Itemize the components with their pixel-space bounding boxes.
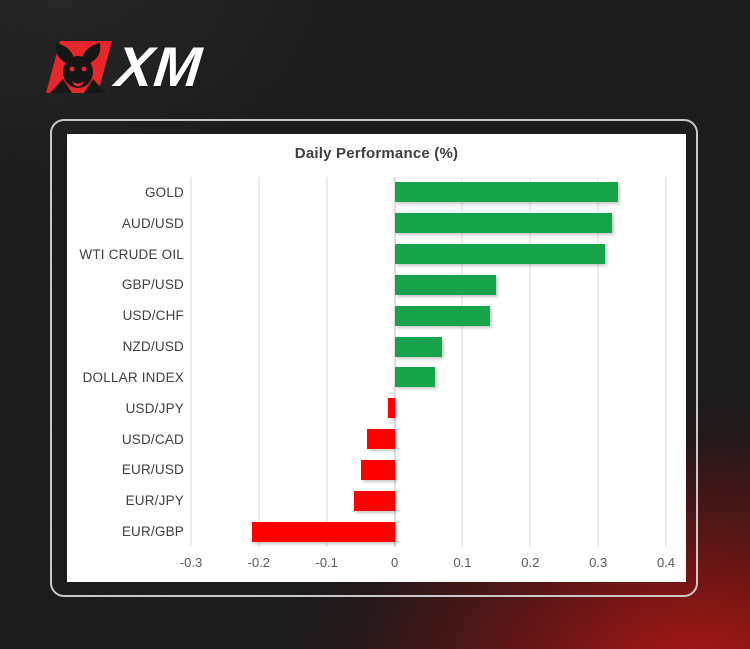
x-tick-label: -0.2	[247, 555, 271, 570]
category-label: EUR/USD	[121, 462, 184, 478]
category-label: GOLD	[144, 184, 184, 200]
bar-aud-usd	[394, 213, 612, 234]
category-labels: GOLD AUD/USD WTI CRUDE OIL GBP/USD USD/CHF NZ…	[67, 177, 184, 547]
bar-nzd-usd	[394, 336, 443, 357]
xm-logo: XM	[46, 34, 206, 100]
category-label: WTI CRUDE OIL	[79, 246, 184, 262]
category-label: USD/JPY	[125, 400, 184, 416]
plot-area	[190, 177, 667, 547]
category-label: EUR/GBP	[121, 524, 184, 540]
category-label: USD/CAD	[121, 431, 184, 447]
xm-logo-text: XM	[112, 35, 206, 98]
x-tick-label: 0.2	[521, 555, 540, 570]
x-tick-label: -0.3	[179, 555, 203, 570]
chart-title: Daily Performance (%)	[294, 145, 459, 162]
bar-eur-jpy	[353, 490, 395, 511]
x-tick-label: 0	[390, 555, 399, 570]
x-axis-labels: -0.3 -0.2 -0.1 0 0.1 0.2 0.3 0.4	[180, 555, 675, 575]
bar-eur-gbp	[252, 521, 395, 542]
x-tick-label: 0.3	[589, 555, 608, 570]
x-tick-label: 0.4	[656, 555, 676, 570]
bar-gbp-usd	[394, 274, 497, 295]
category-label: DOLLAR INDEX	[82, 369, 184, 385]
bar-usd-chf	[394, 305, 490, 326]
card-outline	[50, 119, 698, 597]
bar-usd-cad	[367, 429, 395, 450]
gridline	[326, 177, 328, 547]
x-tick-label: -0.1	[315, 555, 338, 570]
bar-dollar-index	[394, 367, 436, 388]
gridline	[597, 177, 599, 547]
gridline	[190, 177, 192, 547]
category-label: EUR/JPY	[125, 493, 184, 509]
gridline	[529, 177, 531, 547]
category-label: AUD/USD	[121, 215, 184, 231]
zero-gridline	[394, 177, 396, 547]
category-label: NZD/USD	[122, 339, 184, 355]
xm-bull-icon	[46, 38, 114, 96]
bar-gold	[394, 182, 619, 203]
gridline	[461, 177, 463, 547]
bar-eur-usd	[360, 459, 395, 480]
gridline	[258, 177, 260, 547]
bar-usd-jpy	[387, 398, 395, 419]
category-label: USD/CHF	[122, 308, 184, 324]
category-label: GBP/USD	[121, 277, 184, 293]
gridline	[665, 177, 667, 547]
bar-wti-crude-oil	[394, 244, 605, 265]
chart-card: Daily Performance (%) GOLD AUD/USD WTI CRU…	[67, 134, 686, 582]
x-tick-label: 0.1	[453, 555, 472, 570]
